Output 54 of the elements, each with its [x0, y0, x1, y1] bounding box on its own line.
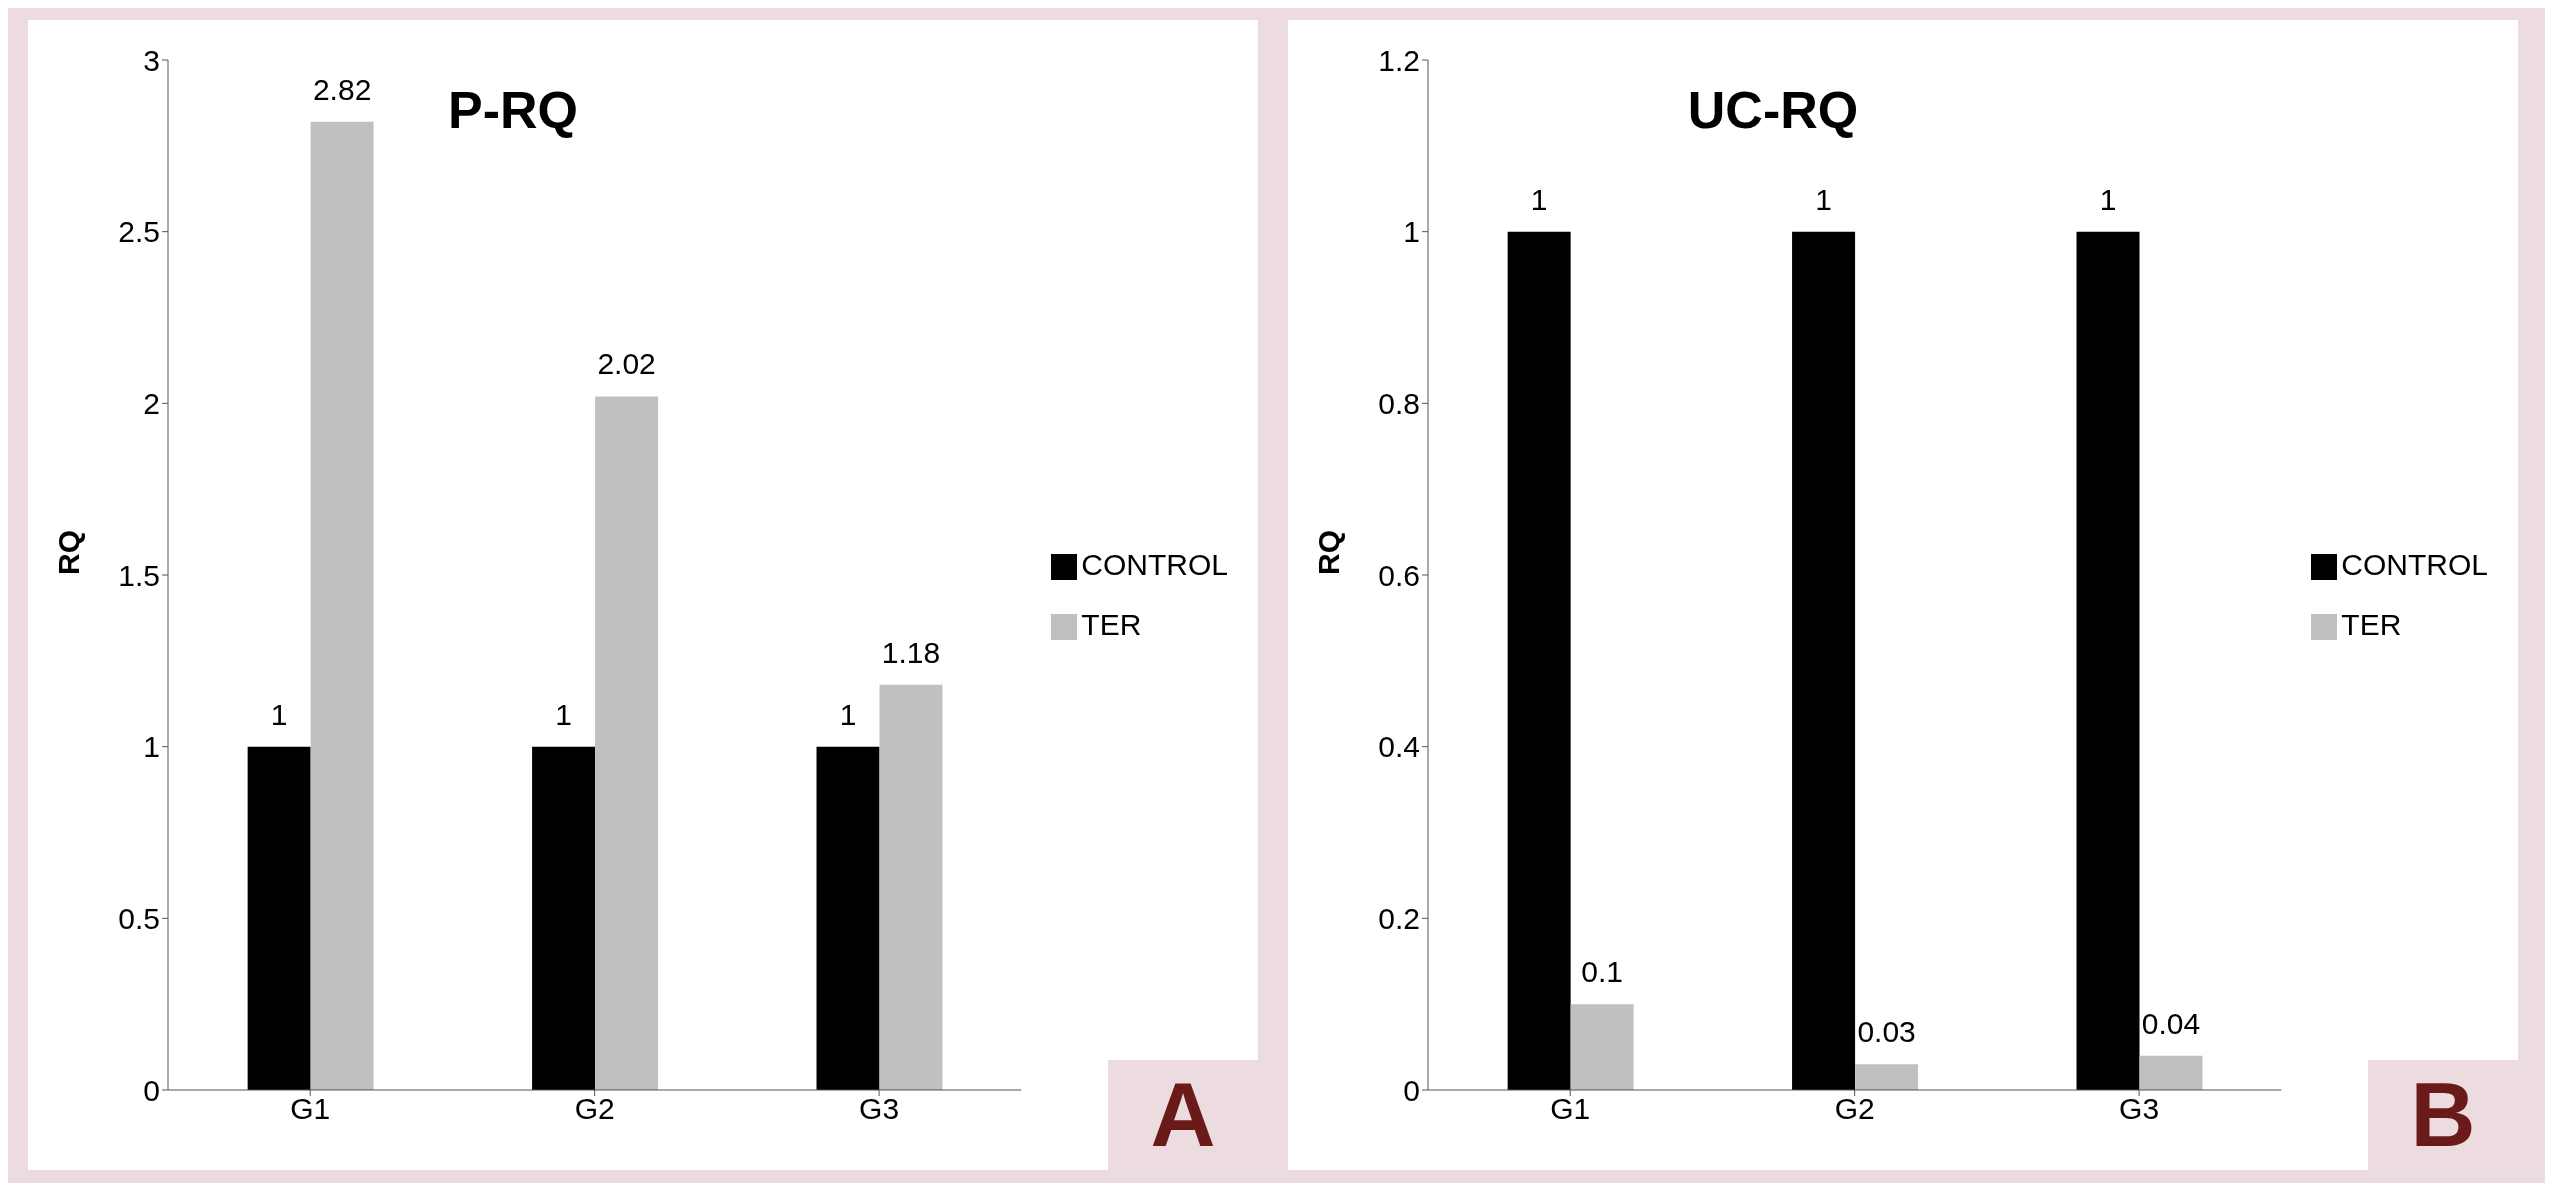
data-label: 2.82: [312, 72, 372, 106]
y-axis-title: RQ: [51, 530, 85, 575]
data-label: 0.1: [1581, 955, 1623, 989]
data-label: 1: [1530, 182, 1548, 216]
y-tick-label: 1.2: [1378, 43, 1420, 77]
data-label: 1: [555, 697, 572, 731]
bar: [1570, 1004, 1634, 1090]
data-label: 1: [2099, 182, 2117, 216]
bar: [1855, 1064, 1919, 1090]
y-tick-label: 2: [143, 386, 160, 420]
legend-label: TER: [1081, 608, 1142, 641]
y-tick-label: 0.5: [118, 901, 160, 935]
x-tick-label: G3: [2119, 1092, 2160, 1126]
bar: [1792, 231, 1856, 1090]
y-axis-title: RQ: [1311, 530, 1345, 575]
y-tick-label: 1.5: [118, 558, 160, 592]
bar: [595, 396, 659, 1090]
y-tick-label: 0: [1403, 1073, 1420, 1107]
y-tick-label: 0.8: [1378, 386, 1420, 420]
y-tick-label: 2.5: [118, 215, 160, 249]
x-tick-label: G1: [1550, 1092, 1591, 1126]
data-label: 1: [839, 697, 857, 731]
bar: [816, 746, 880, 1090]
legend-label: TER: [2341, 608, 2402, 641]
y-tick-label: 0.4: [1378, 730, 1420, 764]
chart-title: UC-RQ: [1686, 80, 1860, 140]
data-label: 1.18: [881, 635, 941, 669]
bar: [247, 746, 311, 1090]
x-tick-label: G2: [574, 1092, 615, 1126]
data-label: 1: [270, 697, 288, 731]
data-label: 2.02: [597, 347, 656, 381]
text: A: [1108, 1060, 1258, 1170]
x-tick-label: G1: [290, 1092, 331, 1126]
data-label: 1: [1815, 182, 1832, 216]
bar: [2076, 231, 2140, 1090]
data-label: 0.03: [1857, 1015, 1916, 1049]
data-label: 0.04: [2141, 1006, 2201, 1040]
y-tick-label: 0.6: [1378, 558, 1420, 592]
legend-label: CONTROL: [1081, 548, 1228, 581]
bar: [2139, 1055, 2203, 1090]
x-tick-label: G2: [1834, 1092, 1875, 1126]
x-tick-label: G3: [859, 1092, 900, 1126]
y-tick-label: 3: [143, 43, 160, 77]
bar: [1507, 231, 1571, 1090]
y-tick-label: 1: [143, 730, 160, 764]
y-tick-label: 0: [143, 1073, 160, 1107]
bar: [310, 121, 374, 1090]
legend-label: CONTROL: [2341, 548, 2488, 581]
bar: [532, 746, 596, 1090]
y-tick-label: 1: [1403, 215, 1420, 249]
bar: [879, 684, 943, 1090]
y-tick-label: 0.2: [1378, 901, 1420, 935]
text: B: [2368, 1060, 2518, 1170]
chart-title: P-RQ: [448, 81, 578, 139]
